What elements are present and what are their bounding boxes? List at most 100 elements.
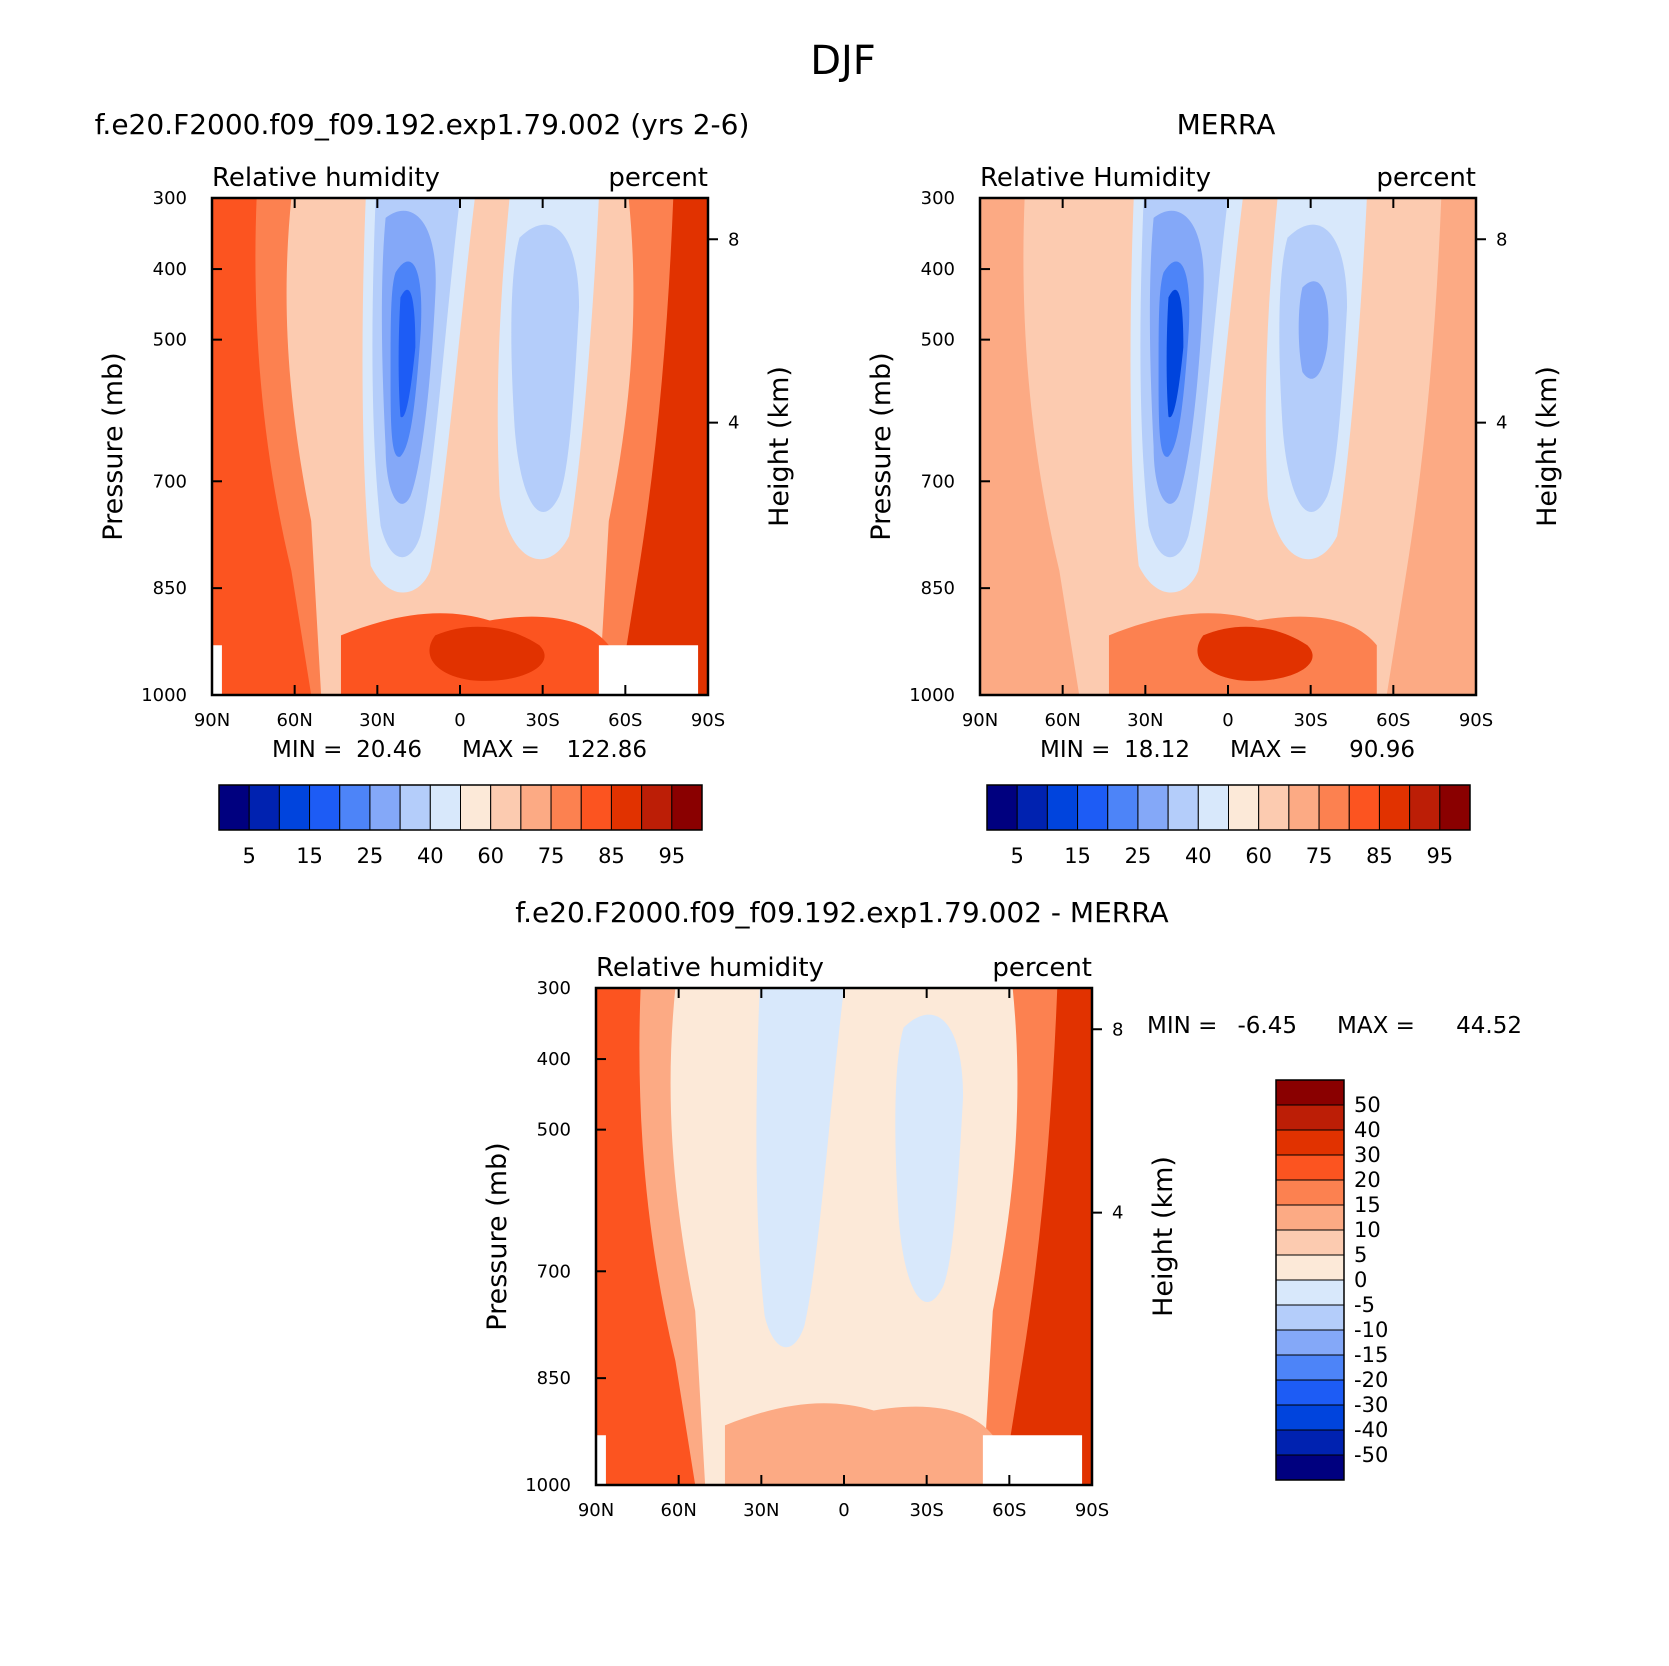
contour-region-13	[511, 224, 580, 512]
y-tick-label: 300	[921, 188, 955, 209]
contour-field	[980, 198, 1476, 695]
colorbar-swatch	[1275, 1154, 1345, 1181]
y2-tick-label: 4	[1112, 1203, 1123, 1224]
y-axis-title: Pressure (mb)	[482, 1142, 513, 1330]
colorbar-swatch	[1197, 784, 1229, 831]
colorbar-swatch	[1318, 784, 1350, 831]
min-label: MIN =	[272, 737, 342, 763]
panel-title: f.e20.F2000.f09_f09.192.exp1.79.002 - ME…	[515, 896, 1168, 929]
colorbar-swatch	[399, 784, 431, 831]
x-tick-label: 30S	[909, 1500, 943, 1521]
variable-label: Relative humidity	[596, 953, 824, 983]
colorbar-swatch	[1275, 1254, 1345, 1281]
x-tick-label: 30S	[525, 710, 559, 731]
colorbar-swatch	[490, 784, 522, 831]
colorbar-swatch	[520, 784, 552, 831]
max-label: MAX =	[1337, 1013, 1415, 1039]
colorbar-label: 40	[1354, 1118, 1381, 1142]
x-tick-label: 30N	[1127, 710, 1163, 731]
colorbar-label: 75	[1306, 844, 1333, 868]
y-tick-label: 400	[921, 259, 955, 280]
colorbar-label: 30	[1354, 1143, 1381, 1167]
y-tick-label: 500	[153, 330, 187, 351]
y2-axis-title: Height (km)	[1532, 366, 1563, 527]
y2-tick-label: 4	[1496, 413, 1507, 434]
colorbar-label: 5	[1011, 844, 1024, 868]
min-value: 20.46	[356, 737, 422, 763]
contour-region-1	[980, 198, 1080, 695]
contour-region-4	[1197, 626, 1313, 681]
colorbar-swatch	[309, 784, 341, 831]
colorbar-swatch	[580, 784, 612, 831]
x-tick-label: 60N	[660, 1500, 696, 1521]
x-tick-label: 90S	[1075, 1500, 1109, 1521]
contour-region-5	[724, 1403, 993, 1485]
min-label: MIN =	[1040, 737, 1110, 763]
max-value: 44.52	[1456, 1013, 1522, 1039]
x-tick-label: 60S	[1376, 710, 1410, 731]
x-tick-label: 0	[1222, 710, 1233, 731]
colorbar-label: -30	[1354, 1393, 1388, 1417]
y-axis-title: Pressure (mb)	[866, 352, 897, 540]
colorbar-swatch	[1378, 784, 1411, 831]
colorbar-swatch	[1409, 784, 1441, 831]
panel-title: MERRA	[1177, 108, 1276, 141]
colorbar-swatch	[1288, 784, 1320, 831]
x-tick-label: 30N	[743, 1500, 779, 1521]
y-tick-label: 850	[153, 578, 187, 599]
y2-tick-label: 8	[728, 229, 739, 250]
colorbar-swatch	[1275, 1429, 1345, 1456]
colorbar-label: 85	[598, 844, 625, 868]
max-value: 90.96	[1349, 737, 1415, 763]
colorbar-label: 40	[417, 844, 444, 868]
colorbar-swatch	[610, 784, 643, 831]
colorbar-swatch	[1258, 784, 1290, 831]
contour-region-6	[756, 988, 844, 1348]
colorbar-swatch	[1275, 1404, 1345, 1431]
max-label: MAX =	[462, 737, 540, 763]
units-label: percent	[992, 953, 1092, 983]
colorbar-swatch	[1107, 784, 1139, 831]
x-tick-label: 60S	[608, 710, 642, 731]
contour-region-3	[596, 988, 696, 1485]
colorbar-swatch	[986, 784, 1018, 831]
colorbar-frame	[986, 784, 1471, 831]
colorbar-swatch	[369, 784, 401, 831]
colorbar-label: -40	[1354, 1418, 1388, 1442]
contour-region-4	[1002, 988, 1092, 1485]
colorbar-label: 75	[538, 844, 565, 868]
contour-region-14	[598, 645, 699, 695]
colorbar-label: -15	[1354, 1343, 1388, 1367]
y2-axis-title: Height (km)	[764, 366, 795, 527]
y2-tick-label: 8	[1112, 1019, 1123, 1040]
colorbar-label: 15	[1354, 1193, 1381, 1217]
colorbar-label: 25	[357, 844, 384, 868]
colorbar-label: 40	[1185, 844, 1212, 868]
y-tick-label: 1000	[909, 685, 955, 706]
colorbar-label: 95	[1426, 844, 1453, 868]
colorbar-swatch	[1046, 784, 1079, 831]
colorbar-swatch	[1275, 1354, 1345, 1381]
colorbar-label: 60	[477, 844, 504, 868]
contour-field	[212, 198, 708, 695]
colorbar-swatch	[1275, 1329, 1345, 1356]
contour-region-0	[596, 988, 1092, 1485]
colorbar-swatch	[1275, 1454, 1345, 1481]
contour-region-6	[429, 626, 545, 681]
units-label: percent	[608, 163, 708, 193]
colorbar-label: 20	[1354, 1168, 1381, 1192]
max-label: MAX =	[1230, 737, 1308, 763]
colorbar-label: -50	[1354, 1443, 1388, 1467]
y-tick-label: 1000	[141, 685, 187, 706]
y2-axis-title: Height (km)	[1148, 1156, 1179, 1317]
colorbar-swatch	[1275, 1079, 1345, 1106]
x-tick-label: 90N	[194, 710, 230, 731]
colorbar-label: -10	[1354, 1318, 1388, 1342]
panel-title: f.e20.F2000.f09_f09.192.exp1.79.002 (yrs…	[95, 108, 750, 141]
contour-region-11	[398, 289, 416, 418]
x-tick-label: 60S	[992, 1500, 1026, 1521]
x-tick-label: 90S	[691, 710, 725, 731]
colorbar-swatch	[429, 784, 461, 831]
min-value: 18.12	[1124, 737, 1190, 763]
colorbar-label: 50	[1354, 1093, 1381, 1117]
